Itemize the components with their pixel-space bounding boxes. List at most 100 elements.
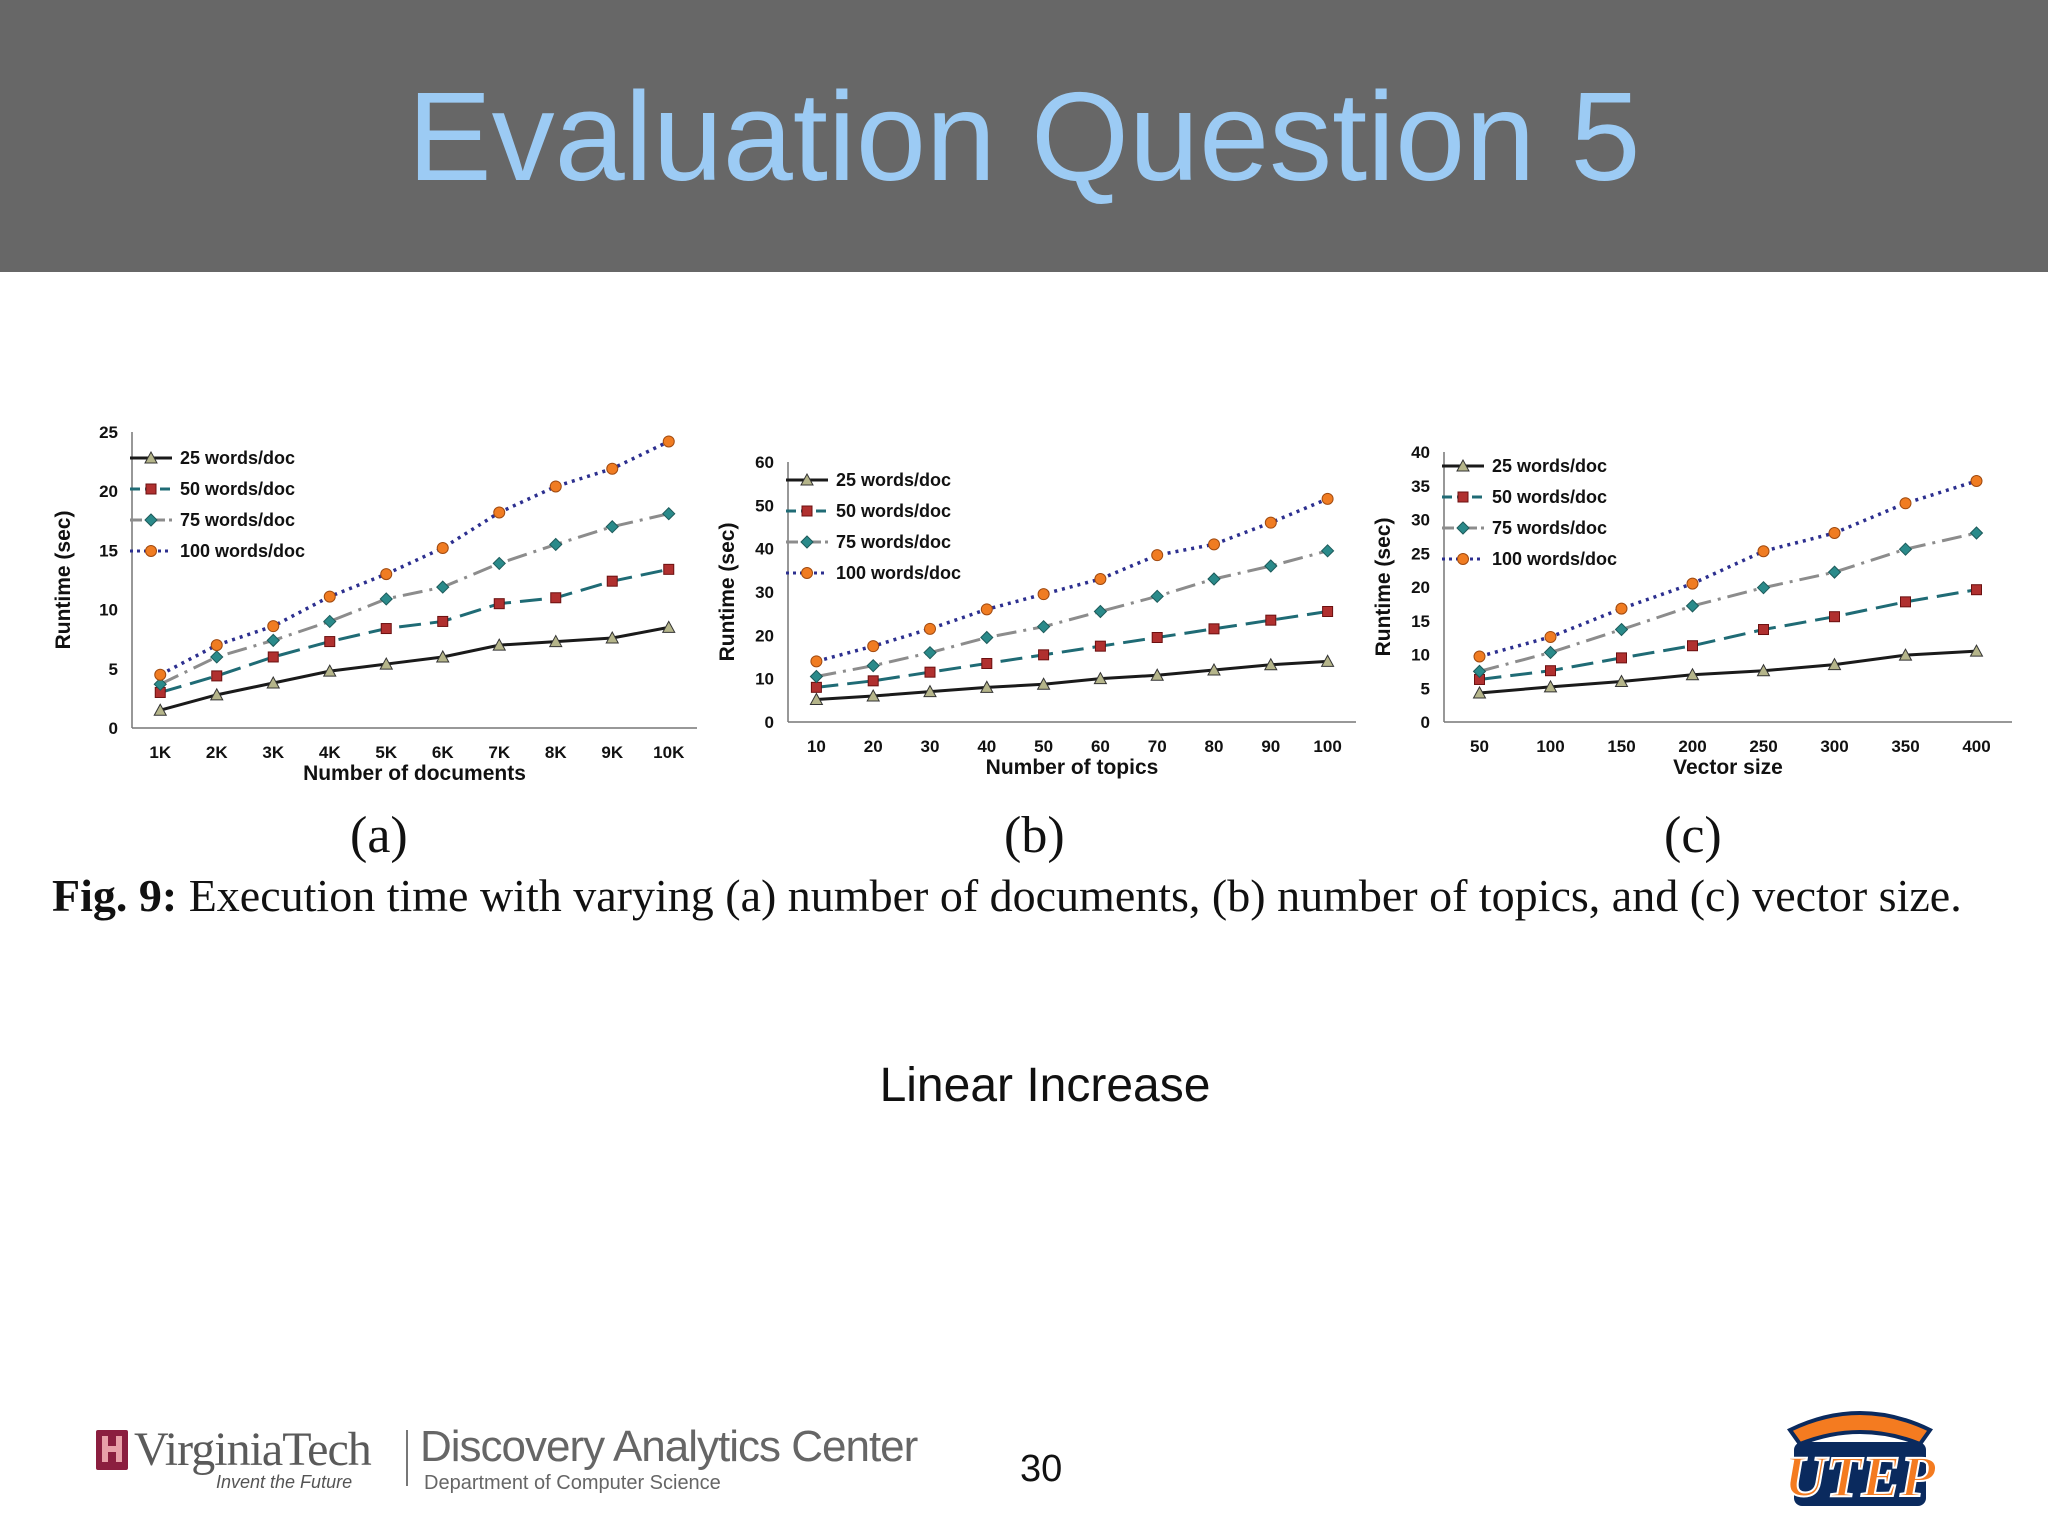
series-2 (1474, 584, 1982, 685)
data-point (436, 580, 450, 594)
data-point (436, 542, 449, 555)
series-1 (1472, 644, 1984, 699)
data-point (548, 634, 563, 648)
x-tick-label: 350 (1891, 737, 1919, 756)
y-tick-label: 40 (755, 540, 774, 559)
x-tick-label: 250 (1749, 737, 1777, 756)
x-tick-label: 80 (1205, 737, 1224, 756)
legend-label: 50 words/doc (180, 479, 295, 499)
y-tick-label: 25 (99, 423, 118, 442)
data-point (211, 670, 223, 682)
legend-label: 100 words/doc (1492, 549, 1617, 569)
y-tick-label: 25 (1411, 544, 1430, 563)
data-point (1756, 580, 1771, 595)
data-point (1616, 652, 1627, 664)
vt-shield-icon (96, 1430, 128, 1470)
data-point (435, 649, 450, 663)
x-tick-label: 6K (432, 743, 454, 762)
data-point (549, 537, 563, 552)
y-tick-label: 15 (99, 541, 118, 560)
series-2 (810, 606, 1334, 693)
data-point (154, 668, 167, 681)
x-tick-label: 40 (977, 737, 996, 756)
series-3 (1472, 526, 1984, 679)
y-tick-label: 5 (1421, 679, 1430, 698)
series-line (816, 549, 1328, 678)
data-point (323, 614, 337, 629)
series-line (159, 512, 670, 686)
data-point (1151, 549, 1164, 562)
data-point (1321, 492, 1334, 505)
y-tick-label: 20 (99, 482, 118, 501)
data-point (1685, 599, 1700, 613)
data-point (1828, 527, 1841, 539)
y-axis-label: Runtime (sec) (52, 511, 75, 650)
data-point (379, 657, 394, 670)
data-point (1898, 648, 1913, 661)
data-point (1093, 604, 1108, 619)
data-point (1265, 614, 1277, 626)
data-point (1036, 619, 1051, 634)
x-tick-label: 50 (1470, 737, 1489, 756)
data-point (210, 639, 223, 652)
data-point (1970, 475, 1983, 488)
data-point (1545, 665, 1556, 677)
vt-dac-logo: VirginiaTech Invent the Future Discovery… (94, 1422, 954, 1494)
x-tick-label: 1K (149, 743, 171, 762)
panel-label-a: (a) (350, 807, 408, 864)
data-point (549, 480, 562, 493)
x-tick-label: 8K (545, 743, 567, 762)
legend: 25 words/doc 50 words/doc 75 words/doc 100 … (786, 470, 961, 583)
data-point (550, 592, 562, 604)
legend-label: 25 words/doc (836, 470, 951, 490)
series-line (1479, 531, 1977, 673)
data-point (1036, 677, 1051, 690)
y-tick-label: 15 (1411, 612, 1430, 631)
y-tick-label: 10 (1411, 646, 1430, 665)
data-point (1827, 657, 1842, 671)
legend-marker (144, 513, 158, 527)
data-point (810, 681, 822, 693)
x-tick-label: 90 (1261, 737, 1280, 756)
legend-marker (1457, 553, 1469, 565)
legend-label: 75 words/doc (836, 532, 951, 552)
data-point (981, 658, 993, 669)
data-point (492, 638, 507, 651)
series-4 (1473, 475, 1983, 663)
data-point (1757, 545, 1770, 558)
data-point (1756, 663, 1771, 677)
series-4 (810, 492, 1334, 668)
vt-wordmark: VirginiaTech (134, 1423, 372, 1476)
y-tick-label: 0 (1421, 713, 1430, 732)
series-line (816, 610, 1328, 689)
data-point (153, 677, 167, 691)
utep-logo: UTEP (1780, 1400, 1940, 1524)
series-1 (809, 654, 1335, 705)
data-point (1543, 645, 1558, 660)
data-point (209, 687, 224, 701)
data-point (1829, 611, 1840, 623)
data-point (809, 669, 824, 684)
figure-caption: Fig. 9: Execution time with varying (a) … (52, 866, 2002, 926)
data-point (1207, 662, 1221, 676)
series-line (1479, 479, 1978, 659)
x-tick-label: 9K (601, 743, 623, 762)
data-point (1900, 596, 1911, 608)
logo-separator (406, 1430, 408, 1486)
data-point (980, 630, 994, 645)
series-2 (154, 563, 675, 698)
y-tick-label: 20 (1411, 578, 1430, 597)
data-point (322, 664, 337, 677)
y-axis-label: Runtime (sec) (1372, 518, 1395, 657)
data-point (379, 592, 393, 606)
data-point (980, 603, 993, 616)
data-point (866, 658, 880, 673)
data-point (867, 640, 880, 653)
series-line (1479, 649, 1977, 695)
data-point (1758, 624, 1769, 636)
svg-text:UTEP: UTEP (1784, 1444, 1936, 1509)
data-point (1543, 679, 1558, 693)
legend-marker (1456, 521, 1470, 535)
data-point (1150, 668, 1165, 681)
data-point (1472, 685, 1487, 699)
